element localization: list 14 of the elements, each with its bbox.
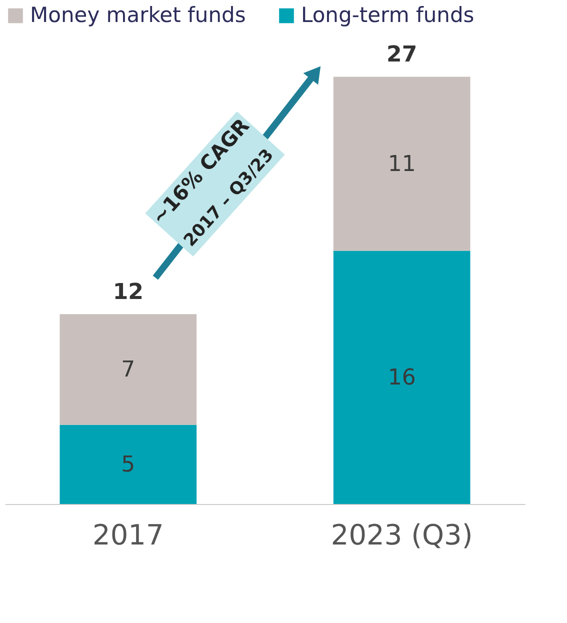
total-label: 12 [112,280,144,306]
bar [333,76,470,251]
data-label: 5 [121,452,136,478]
total-label: 27 [386,42,418,68]
data-label: 11 [388,152,416,177]
legend-label: Money market funds [30,2,246,27]
bar [60,424,197,504]
bar [333,250,470,504]
x-tick-label: 2017 [92,518,164,552]
legend-label: Long-term funds [301,2,474,27]
bar [60,314,197,425]
data-label: 16 [388,365,416,390]
x-tick-label: 2023 (Q3) [330,518,473,552]
data-label: 7 [121,357,136,382]
